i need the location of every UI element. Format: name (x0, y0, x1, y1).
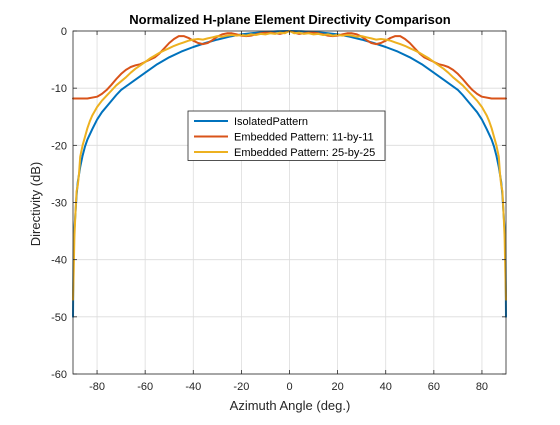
y-tick-label: -40 (51, 255, 67, 267)
legend-entry-label: IsolatedPattern (234, 116, 308, 128)
x-tick-label: 0 (286, 381, 292, 393)
y-tick-label: -50 (51, 312, 67, 324)
x-tick-label: 80 (476, 381, 488, 393)
x-tick-label: 60 (428, 381, 440, 393)
chart-title: Normalized H-plane Element Directivity C… (129, 12, 451, 27)
x-axis-label: Azimuth Angle (deg.) (230, 398, 351, 413)
x-tick-label: 20 (331, 381, 343, 393)
x-tick-label: -60 (137, 381, 153, 393)
x-tick-label: 40 (380, 381, 392, 393)
y-tick-label: 0 (61, 26, 67, 38)
legend: IsolatedPattern Embedded Pattern: 11-by-1… (187, 110, 386, 161)
x-tick-label: -80 (89, 381, 105, 393)
legend-entry-label: Embedded Pattern: 25-by-25 (234, 147, 375, 159)
y-tick-label: -30 (51, 198, 67, 210)
y-tick-label: -20 (51, 140, 67, 152)
y-tick-label: -60 (51, 369, 67, 381)
x-tick-label: -20 (233, 381, 249, 393)
y-tick-label: -10 (51, 83, 67, 95)
x-tick-label: -40 (185, 381, 201, 393)
axis-ticks: -80 -60 -40 -20 0 20 40 60 80 0 -10 -20 -30 -40 -50 -60 (51, 26, 506, 393)
y-axis-label: Directivity (dB) (28, 162, 43, 247)
legend-entry-label: Embedded Pattern: 11-by-11 (234, 132, 374, 144)
